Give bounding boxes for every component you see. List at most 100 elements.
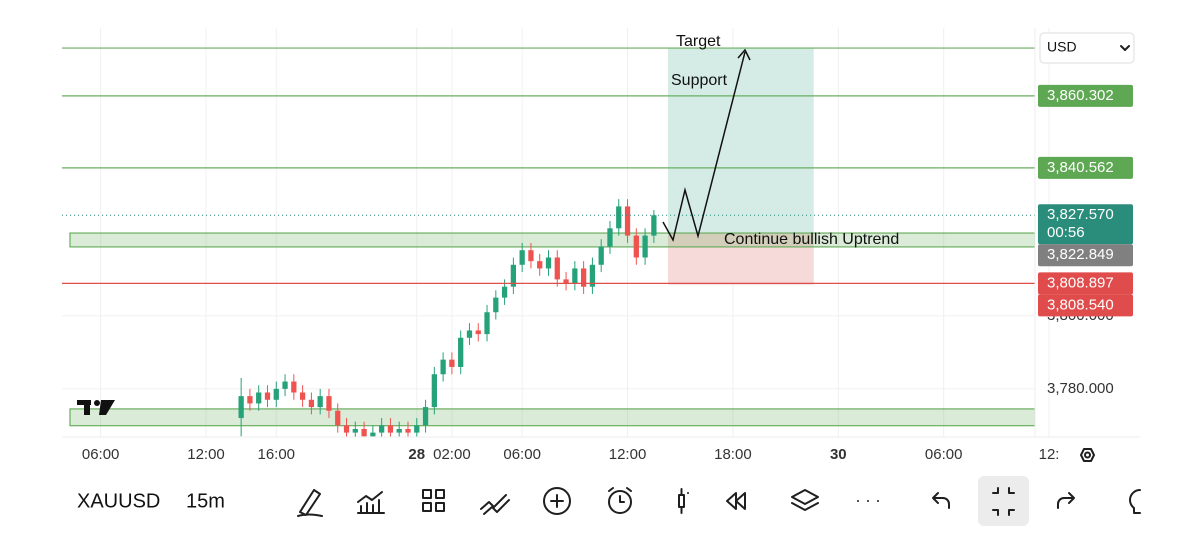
x-tick-label: 06:00	[82, 446, 120, 463]
x-tick-label: 12:00	[187, 446, 225, 463]
candle-body	[352, 428, 358, 433]
x-tick-label: 28	[408, 446, 425, 463]
candle-body	[273, 388, 279, 400]
candle-body	[554, 257, 560, 280]
compare[interactable]	[480, 494, 510, 515]
undo[interactable]	[932, 492, 950, 509]
candle-body	[370, 432, 376, 437]
price-label: 3,827.570	[1047, 206, 1114, 223]
alert[interactable]	[608, 490, 632, 514]
price-label: 3,822.849	[1047, 246, 1114, 263]
x-tick-label: 16:00	[257, 446, 295, 463]
candle-body	[405, 428, 411, 433]
plot-front	[62, 47, 1035, 285]
exit-fullscreen	[992, 487, 1015, 516]
candle-body	[449, 359, 455, 367]
dropdown-caret	[1120, 45, 1130, 51]
annotation: Target	[676, 33, 721, 50]
plot-back	[69, 48, 1035, 427]
candle-body	[458, 337, 464, 367]
x-tick-label: 12:	[1039, 446, 1060, 463]
settings-button[interactable]	[1080, 448, 1095, 462]
price-label: 3,860.302	[1047, 87, 1114, 104]
candle-body	[493, 297, 499, 313]
price-label-bg	[1038, 204, 1133, 245]
toolbar-icons	[297, 476, 1141, 526]
alert-hands	[608, 487, 632, 503]
interval[interactable]: 15m	[186, 490, 225, 512]
arrow-head	[737, 48, 751, 61]
drawn-path	[662, 51, 746, 243]
candle-body	[519, 250, 525, 265]
candles	[238, 199, 657, 437]
candle-body	[414, 425, 420, 433]
price-label-bg	[1038, 84, 1133, 107]
settings-dot	[1084, 451, 1091, 459]
price-label: 3,808.897	[1047, 274, 1114, 291]
bar-style[interactable]	[678, 488, 689, 514]
candle-body	[616, 206, 622, 229]
candle-body	[607, 228, 613, 247]
countdown: 00:56	[1047, 224, 1085, 241]
support-zone	[69, 408, 1035, 427]
x-tick-label: 30	[830, 446, 847, 463]
candle-body	[580, 268, 587, 287]
draw-tool[interactable]	[297, 489, 323, 517]
candle-body	[572, 268, 578, 284]
candle-body	[528, 250, 534, 262]
redo[interactable]	[1057, 492, 1075, 509]
loss-zone	[667, 232, 814, 285]
candle-body	[282, 381, 288, 389]
candle-body	[563, 279, 569, 284]
price-label: 3,840.562	[1047, 159, 1114, 176]
fullscreen-bg[interactable]	[978, 476, 1029, 526]
candle-body	[343, 425, 350, 433]
add[interactable]	[543, 487, 571, 515]
candle-body	[256, 392, 262, 404]
candle-body	[598, 246, 604, 265]
ideas[interactable]	[1129, 489, 1141, 514]
x-tick-label: 12:00	[609, 446, 647, 463]
candle-body	[291, 381, 297, 393]
candle-body	[299, 392, 306, 400]
x-tick-label: 06:00	[503, 446, 541, 463]
candle-body	[440, 359, 446, 375]
layers[interactable]	[791, 489, 819, 511]
candle-body	[264, 392, 271, 400]
candle-body	[422, 407, 429, 426]
candle-body	[247, 396, 253, 404]
candle-body	[308, 399, 315, 408]
indicators[interactable]	[357, 491, 385, 514]
support-zone	[69, 232, 1035, 248]
candle-body	[651, 215, 657, 236]
x-tick-label: 02:00	[433, 446, 471, 463]
replay[interactable]	[726, 492, 746, 510]
candle-body	[537, 261, 543, 269]
layouts[interactable]	[422, 489, 445, 512]
annotation: Support	[671, 72, 728, 89]
candle-body	[379, 425, 385, 433]
candle-body	[466, 330, 473, 338]
candle-body	[633, 235, 639, 258]
candle-body	[326, 396, 332, 411]
candle-body	[475, 330, 481, 335]
candle-body	[335, 410, 341, 426]
candle-body	[545, 257, 552, 269]
candle-body	[361, 428, 367, 437]
x-tick-label: 06:00	[925, 446, 963, 463]
symbol[interactable]: XAUUSD	[77, 490, 160, 512]
candle-body	[317, 396, 323, 408]
candle-body	[501, 286, 508, 298]
candle-body	[387, 425, 394, 433]
candle-body	[238, 396, 244, 419]
price-label-bg	[1038, 272, 1133, 295]
currency: USD	[1047, 39, 1077, 55]
price-label-bg	[1038, 244, 1133, 267]
candle-body	[624, 206, 631, 236]
profit-zone	[667, 48, 814, 233]
candle-body	[396, 428, 402, 433]
add-plus	[550, 494, 564, 508]
currency-select[interactable]	[1039, 32, 1135, 64]
candle-body	[431, 374, 437, 408]
